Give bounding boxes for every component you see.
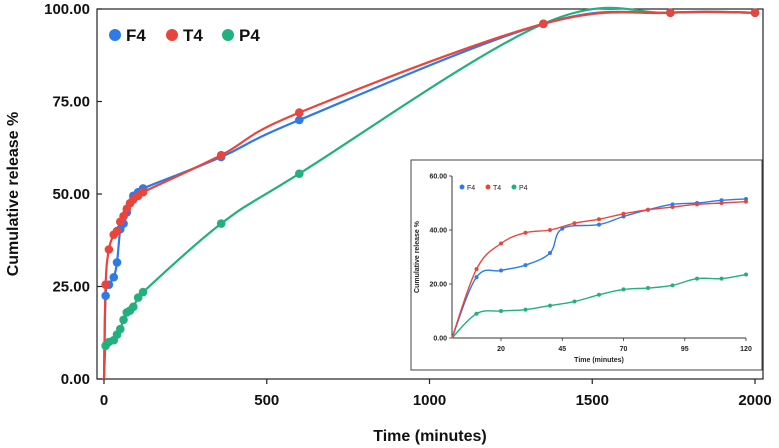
inset-legend-label-p4: P4	[519, 185, 528, 192]
main-point-f4	[109, 272, 119, 282]
main-y-tick-label: 75.00	[52, 94, 90, 111]
inset-point-t4	[572, 221, 577, 226]
main-point-t4	[216, 150, 226, 160]
inset-x-tick-label: 70	[620, 346, 628, 353]
inset-point-t4	[695, 202, 699, 207]
inset-point-f4	[523, 263, 528, 268]
inset-x-axis: 20 45 70 95 120	[497, 338, 752, 353]
main-point-t4	[104, 245, 114, 254]
inset-point-t4	[474, 267, 479, 272]
inset-x-tick-label: 45	[558, 346, 566, 353]
main-point-p4	[138, 287, 148, 297]
inset-point-p4	[474, 311, 479, 316]
main-y-axis-label: Cumulative release %	[5, 112, 22, 277]
inset-point-f4	[499, 268, 503, 273]
main-point-p4	[216, 219, 226, 228]
legend-marker-f4	[109, 29, 121, 41]
inset-legend-label-t4: T4	[493, 185, 501, 192]
main-point-p4	[119, 315, 128, 325]
inset-y-tick-label: 20.00	[429, 282, 447, 289]
main-x-axis-label: Time (minutes)	[373, 428, 487, 445]
inset-plot-area	[452, 176, 747, 338]
main-point-p4	[128, 302, 138, 312]
main-y-tick-label: 100.00	[44, 1, 90, 18]
inset-point-p4	[597, 292, 601, 297]
legend-marker-t4	[166, 29, 178, 41]
inset-point-p4	[548, 303, 552, 308]
inset-point-t4	[719, 201, 724, 205]
main-point-t4	[138, 187, 148, 197]
main-point-p4	[133, 293, 143, 302]
main-point-t4	[666, 8, 675, 17]
main-x-axis: 0 500 1000 1500 2000	[100, 379, 772, 409]
inset-point-p4	[695, 276, 699, 281]
inset-x-tick-label: 20	[497, 346, 505, 353]
inset-point-t4	[621, 211, 626, 216]
main-point-t4	[295, 108, 304, 117]
inset-point-p4	[670, 283, 675, 288]
inset-chart: 0.00 20.00 40.00 60.00 20 45 70 95 120 Cumulati…	[410, 159, 763, 371]
inset-x-tick-label: 120	[740, 346, 752, 353]
inset-point-t4	[523, 230, 528, 235]
legend-label-p4: P4	[239, 26, 260, 45]
main-point-p4	[295, 169, 304, 178]
main-y-tick-label: 50.00	[52, 186, 90, 203]
main-y-tick-label: 25.00	[52, 279, 90, 296]
inset-x-tick-label: 95	[681, 346, 689, 353]
inset-point-t4	[548, 228, 552, 232]
legend-label-f4: F4	[126, 26, 146, 45]
inset-point-f4	[597, 222, 601, 227]
inset-y-axis-label: Cumulative release %	[414, 220, 421, 293]
inset-legend-label-f4: F4	[467, 185, 475, 192]
main-x-tick-label: 500	[254, 392, 279, 409]
main-point-f4	[101, 291, 110, 301]
main-x-tick-label: 2000	[738, 392, 771, 409]
inset-point-t4	[670, 205, 675, 210]
inset-point-p4	[499, 309, 503, 313]
inset-point-p4	[523, 307, 528, 312]
main-y-tick-label: 0.00	[61, 371, 90, 388]
main-point-t4	[750, 8, 760, 17]
inset-point-t4	[597, 217, 601, 222]
main-point-p4	[115, 324, 125, 334]
inset-legend: F4 T4 P4	[459, 184, 528, 192]
inset-x-axis-label: Time (minutes)	[574, 357, 624, 364]
main-legend: F4 T4 P4	[109, 26, 260, 45]
inset-y-tick-label: 40.00	[429, 228, 447, 235]
inset-point-t4	[646, 207, 650, 212]
inset-point-f4	[474, 275, 479, 280]
main-x-tick-label: 0	[100, 392, 108, 409]
inset-point-p4	[719, 276, 724, 281]
inset-y-tick-label: 60.00	[429, 174, 447, 181]
inset-point-p4	[744, 272, 748, 277]
main-series-group	[101, 6, 760, 380]
inset-y-tick-label: 0.00	[433, 336, 447, 343]
inset-point-p4	[572, 299, 577, 304]
main-point-t4	[101, 280, 110, 289]
main-point-f4	[295, 115, 304, 125]
inset-point-t4	[744, 199, 748, 204]
inset-legend-marker-t4	[485, 184, 491, 190]
inset-series-group	[451, 196, 748, 339]
legend-label-t4: T4	[183, 26, 203, 45]
main-point-f4	[112, 258, 122, 267]
inset-point-t4	[499, 241, 503, 246]
inset-y-axis: 0.00 20.00 40.00 60.00	[429, 174, 452, 343]
inset-legend-marker-f4	[459, 184, 465, 190]
main-x-tick-label: 1500	[576, 392, 609, 409]
main-x-tick-label: 1000	[413, 392, 446, 409]
inset-point-p4	[621, 287, 626, 292]
main-point-t4	[112, 226, 122, 236]
legend-marker-p4	[222, 29, 234, 41]
main-point-t4	[119, 211, 128, 221]
inset-legend-marker-p4	[511, 184, 517, 190]
inset-point-p4	[646, 286, 650, 291]
inset-point-f4	[548, 250, 552, 255]
main-y-axis: 0.00 25.00 50.00 75.00 100.00	[44, 1, 102, 388]
main-point-t4	[539, 19, 548, 29]
